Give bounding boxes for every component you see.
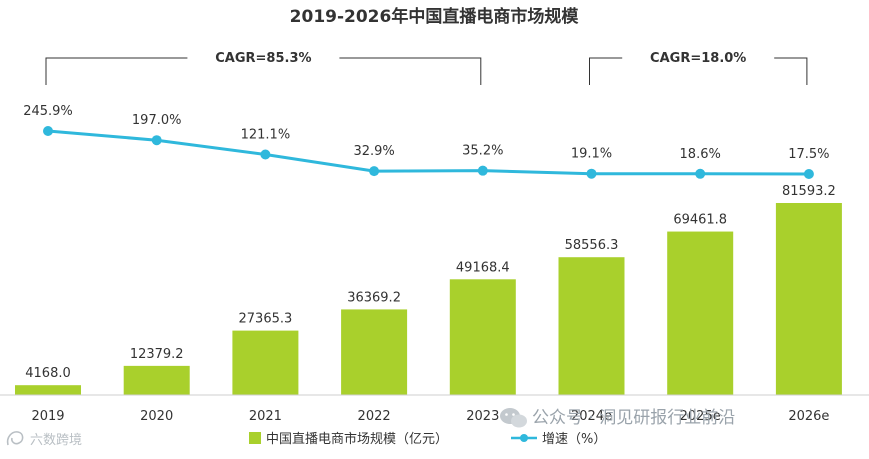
x-tick-label: 2025e xyxy=(680,409,721,424)
bar-value-label: 49168.4 xyxy=(456,260,510,275)
bar-value-labels: 4168.0 12379.2 27365.3 36369.2 49168.4 58556.… xyxy=(25,184,836,381)
growth-line xyxy=(47,129,809,176)
bar xyxy=(123,365,190,395)
chart-title: 2019-2026年中国直播电商市场规模 xyxy=(290,6,580,27)
legend-label-line: 增速（%） xyxy=(542,432,606,447)
watermark-left: 六数跨境 xyxy=(6,431,82,448)
watermark-right: 公众号 · 洞见研报行业前沿 xyxy=(500,408,735,428)
bar xyxy=(341,309,408,395)
bar-value-label: 12379.2 xyxy=(130,347,184,362)
x-tick-label: 2020 xyxy=(140,409,173,424)
growth-point xyxy=(586,168,597,179)
legend-swatch-bar xyxy=(249,432,261,444)
cagr-bracket xyxy=(589,57,808,85)
growth-point xyxy=(477,165,488,176)
growth-value-label: 245.9% xyxy=(23,104,73,119)
growth-value-label: 17.5% xyxy=(788,147,829,162)
growth-value-label: 19.1% xyxy=(571,147,612,162)
x-tick-label: 2024e xyxy=(571,409,612,424)
legend-swatch-marker xyxy=(520,434,528,442)
brand-logo-icon xyxy=(6,431,24,446)
x-tick-label: 2022 xyxy=(358,409,391,424)
bar-series xyxy=(15,203,842,395)
cagr-label: CAGR=18.0% xyxy=(650,51,746,66)
growth-value-label: 197.0% xyxy=(132,113,182,128)
growth-point xyxy=(803,169,814,179)
x-tick-label: 2021 xyxy=(249,409,282,424)
x-tick-label: 2026e xyxy=(788,409,829,424)
wechat-icon xyxy=(500,408,527,428)
watermark-left-text: 六数跨境 xyxy=(30,433,82,448)
x-tick-label: 2023 xyxy=(466,409,499,424)
cagr-bracket xyxy=(45,57,482,85)
x-tick-labels: 2019 2020 2021 2022 2023 2024e 2025e 2026e xyxy=(31,409,829,424)
x-tick-label: 2019 xyxy=(31,409,64,424)
growth-point xyxy=(260,149,271,160)
growth-point xyxy=(695,168,706,179)
cagr-annotations: CAGR=85.3% CAGR=18.0% xyxy=(45,51,808,85)
growth-value-labels: 245.9% 197.0% 121.1% 32.9% 35.2% 19.1% 18.6% 17… xyxy=(23,104,829,162)
growth-value-label: 32.9% xyxy=(353,144,394,159)
growth-value-label: 121.1% xyxy=(241,127,291,142)
bar xyxy=(775,203,842,395)
bar-value-label: 58556.3 xyxy=(565,238,619,253)
bar xyxy=(667,231,734,395)
legend-label-bar: 中国直播电商市场规模（亿元） xyxy=(266,431,448,447)
growth-line-series xyxy=(43,126,814,179)
growth-point xyxy=(151,135,162,146)
legend: 中国直播电商市场规模（亿元） 增速（%） xyxy=(249,431,606,447)
growth-value-label: 18.6% xyxy=(680,147,721,162)
cagr-label: CAGR=85.3% xyxy=(215,51,311,66)
bar xyxy=(232,330,299,395)
watermark-right-text: 公众号 · 洞见研报行业前沿 xyxy=(532,408,735,428)
bar xyxy=(558,257,625,395)
bar-value-label: 81593.2 xyxy=(782,184,836,199)
bar xyxy=(449,279,516,395)
bar-value-label: 69461.8 xyxy=(673,213,727,228)
growth-value-label: 35.2% xyxy=(462,144,503,159)
bar-value-label: 27365.3 xyxy=(239,312,293,327)
growth-point xyxy=(43,126,53,136)
growth-point xyxy=(369,166,380,177)
bar-value-label: 4168.0 xyxy=(25,366,71,381)
bar-value-label: 36369.2 xyxy=(347,290,401,305)
bar xyxy=(15,385,81,395)
